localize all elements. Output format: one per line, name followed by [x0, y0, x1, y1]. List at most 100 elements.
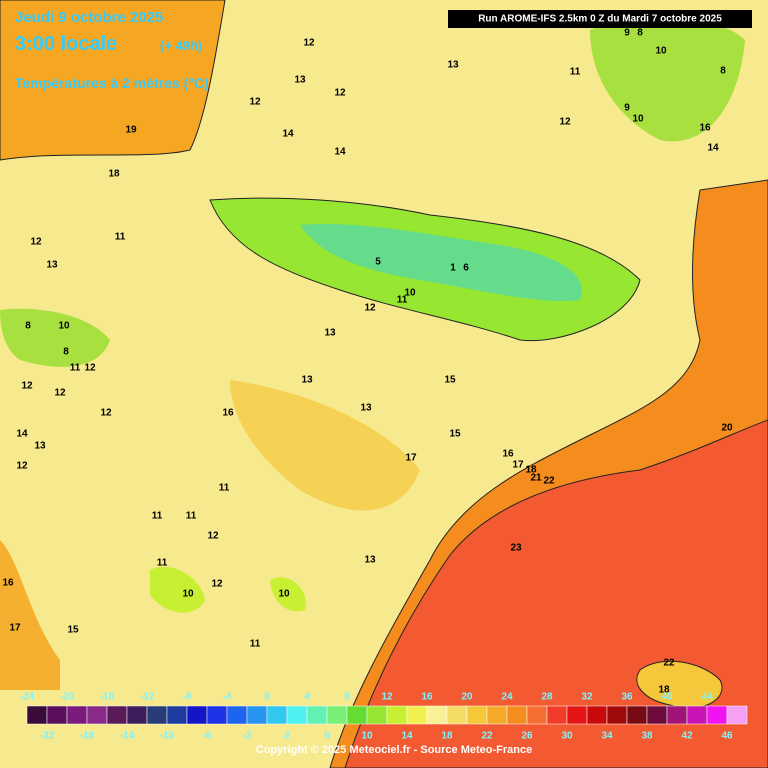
legend-swatch — [346, 705, 368, 725]
legend-label: 18 — [441, 731, 453, 742]
contour-label: 12 — [559, 117, 571, 128]
contour-label: 19 — [125, 125, 137, 136]
contour-label: 13 — [360, 403, 372, 414]
contour-label: 17 — [512, 460, 524, 471]
contour-label: 12 — [249, 97, 261, 108]
legend-swatch — [246, 705, 268, 725]
legend-label: 26 — [521, 731, 533, 742]
legend-label: 24 — [501, 692, 513, 703]
legend-swatch — [406, 705, 428, 725]
legend-swatch — [106, 705, 128, 725]
date: Jeudi 9 octobre 2025 — [15, 9, 163, 26]
legend-swatch — [466, 705, 488, 725]
contour-label: 18 — [525, 465, 537, 476]
coast-warm — [0, 540, 60, 690]
legend-swatch — [426, 705, 448, 725]
contour-label: 22 — [663, 658, 675, 669]
contour-label: 16 — [2, 578, 14, 589]
contour-label: 12 — [100, 408, 112, 419]
legend-label: 40 — [661, 692, 673, 703]
contour-label: 21 — [530, 473, 542, 484]
legend-swatch — [186, 705, 208, 725]
legend-label: -24 — [20, 692, 35, 703]
legend-swatch — [46, 705, 68, 725]
contour-label: 13 — [34, 441, 46, 452]
legend-label: 0 — [264, 692, 270, 703]
legend-label: 4 — [304, 692, 310, 703]
contour-label: 13 — [294, 75, 306, 86]
contour-label: 11 — [250, 639, 261, 650]
legend-label: 14 — [401, 731, 413, 742]
contour-label: 11 — [397, 295, 408, 306]
contour-label: 15 — [444, 375, 456, 386]
cold-patch — [0, 308, 110, 367]
legend-label: 42 — [681, 731, 693, 742]
atlantic — [0, 0, 226, 161]
contour-label: 11 — [570, 67, 581, 78]
legend-label: 20 — [461, 692, 473, 703]
cold-patch — [150, 566, 205, 613]
legend-label: 12 — [381, 692, 393, 703]
legend-swatch — [446, 705, 468, 725]
contour-label: 12 — [21, 381, 33, 392]
contour-label: 8 — [63, 347, 69, 358]
contour-label: 11 — [157, 558, 168, 569]
contour-label: 23 — [510, 543, 522, 554]
legend-swatch — [326, 705, 348, 725]
contour-label: 11 — [70, 363, 81, 374]
contour-label: 14 — [707, 143, 719, 154]
legend-swatch — [666, 705, 688, 725]
contour-label: 17 — [405, 453, 417, 464]
contour-label: 16 — [699, 123, 711, 134]
contour-label: 12 — [211, 579, 223, 590]
legend-label: -22 — [40, 731, 55, 742]
legend-swatch — [286, 705, 308, 725]
contour-label: 20 — [721, 423, 733, 434]
run-info: Run AROME-IFS 2.5km 0 Z du Mardi 7 octob… — [478, 14, 722, 25]
cold-patch — [270, 577, 306, 612]
contour-label: 18 — [108, 169, 120, 180]
legend-label: -2 — [243, 731, 252, 742]
legend-swatch — [126, 705, 148, 725]
contour-label: 5 — [375, 257, 381, 268]
legend-swatch — [606, 705, 628, 725]
legend-label: -8 — [183, 692, 192, 703]
legend-swatch — [366, 705, 388, 725]
legend-label: -4 — [223, 692, 232, 703]
legend-swatch — [726, 705, 748, 725]
time: 3:00 locale — [15, 33, 117, 55]
legend-label: -20 — [60, 692, 75, 703]
legend-swatch — [26, 705, 48, 725]
island — [636, 660, 723, 709]
legend-swatch — [386, 705, 408, 725]
contour-label: 18 — [658, 685, 670, 696]
contour-label: 11 — [152, 511, 163, 522]
legend-label: 10 — [361, 731, 373, 742]
contour-label: 10 — [632, 114, 644, 125]
contour-label: 12 — [207, 531, 219, 542]
legend-swatch — [566, 705, 588, 725]
legend-label: 2 — [284, 731, 290, 742]
legend-label: 8 — [344, 692, 350, 703]
contour-label: 22 — [543, 476, 555, 487]
contour-label: 13 — [301, 375, 313, 386]
legend-swatch — [266, 705, 288, 725]
legend-label: 30 — [561, 731, 573, 742]
contour-label: 13 — [324, 328, 336, 339]
legend-swatch — [506, 705, 528, 725]
legend-label: 28 — [541, 692, 553, 703]
legend-swatch — [486, 705, 508, 725]
legend-label: 36 — [621, 692, 633, 703]
contour-label: 11 — [186, 511, 197, 522]
legend-label: 44 — [701, 692, 713, 703]
legend-label: 32 — [581, 692, 593, 703]
legend-label: 34 — [601, 731, 613, 742]
legend-label: 46 — [721, 731, 733, 742]
legend-label: 6 — [324, 731, 330, 742]
legend-swatch — [686, 705, 708, 725]
contour-label: 10 — [182, 589, 194, 600]
legend-swatch — [546, 705, 568, 725]
contour-label: 12 — [54, 388, 66, 399]
contour-label: 10 — [404, 288, 416, 299]
contour-label: 12 — [30, 237, 42, 248]
